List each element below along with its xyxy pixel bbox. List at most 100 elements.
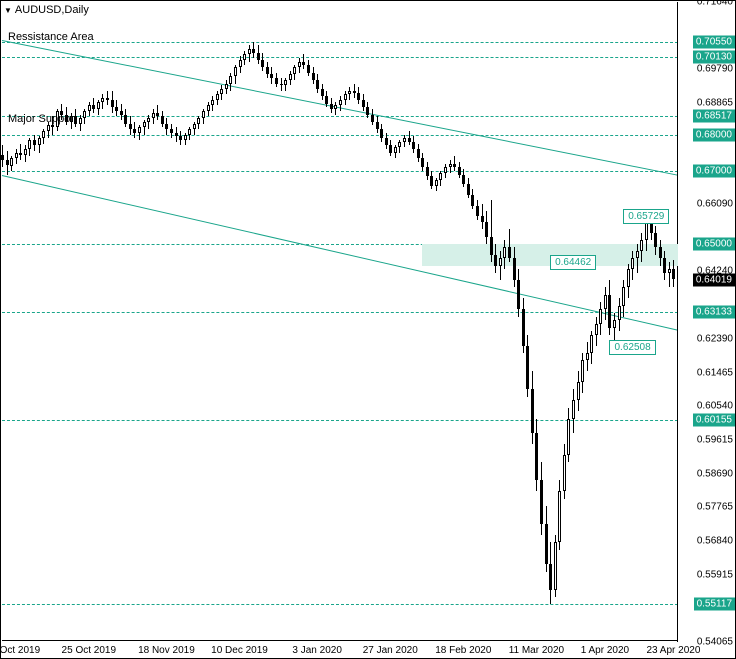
candle-body bbox=[549, 564, 552, 589]
candle-body bbox=[316, 80, 319, 89]
candle-body bbox=[115, 107, 118, 111]
candle-body bbox=[385, 138, 388, 145]
plot-area[interactable]: 0.644620.657290.62508Ressistance AreaMaj… bbox=[2, 2, 678, 642]
y-axis: 0.716400.697900.688650.670000.660900.642… bbox=[677, 2, 735, 642]
candle-body bbox=[412, 142, 415, 149]
candle-body bbox=[325, 96, 328, 103]
candle-body bbox=[229, 76, 232, 83]
candle-body bbox=[403, 138, 406, 142]
candle-body bbox=[426, 167, 429, 176]
candle-body bbox=[389, 145, 392, 152]
candle-body bbox=[330, 104, 333, 109]
price-callout: 0.65729 bbox=[623, 209, 669, 224]
y-tick: 0.58690 bbox=[697, 468, 733, 479]
candle-body bbox=[531, 389, 534, 433]
candle-body bbox=[28, 140, 31, 149]
candle-body bbox=[197, 118, 200, 123]
candle-body bbox=[111, 100, 114, 107]
candle-body bbox=[362, 100, 365, 107]
candle-body bbox=[33, 140, 36, 145]
horizontal-level bbox=[2, 420, 678, 421]
candle-body bbox=[106, 98, 109, 100]
y-tick: 0.62390 bbox=[697, 333, 733, 344]
candle-body bbox=[631, 258, 634, 269]
candle-body bbox=[453, 164, 456, 168]
candle-wick bbox=[614, 313, 615, 342]
candle-body bbox=[152, 113, 155, 118]
candle-body bbox=[672, 269, 675, 279]
candle-body bbox=[193, 124, 196, 129]
candle-body bbox=[302, 62, 305, 66]
current-price-label: 0.64019 bbox=[693, 273, 735, 286]
y-tick: 0.59615 bbox=[697, 434, 733, 445]
candle-body bbox=[554, 542, 557, 589]
candle-body bbox=[248, 49, 251, 54]
y-tick: 0.60540 bbox=[697, 401, 733, 412]
candle-body bbox=[6, 160, 9, 165]
y-tick: 0.55915 bbox=[697, 569, 733, 580]
candle-body bbox=[577, 382, 580, 400]
x-tick: 18 Feb 2020 bbox=[435, 645, 491, 656]
candle-body bbox=[120, 111, 123, 115]
candle-body bbox=[522, 309, 525, 345]
candle-body bbox=[225, 84, 228, 89]
candle-body bbox=[627, 269, 630, 287]
candle-body bbox=[83, 111, 86, 118]
candle-body bbox=[42, 131, 45, 138]
price-level-label: 0.63133 bbox=[693, 305, 735, 318]
y-tick: 0.57765 bbox=[697, 502, 733, 513]
candle-body bbox=[599, 309, 602, 324]
y-tick: 0.68865 bbox=[697, 98, 733, 109]
candle-body bbox=[668, 269, 671, 273]
x-tick: 18 Nov 2019 bbox=[138, 645, 195, 656]
candle-body bbox=[175, 133, 178, 137]
candle-wick bbox=[102, 94, 103, 109]
candle-body bbox=[133, 129, 136, 133]
candle-body bbox=[421, 158, 424, 167]
candle-body bbox=[51, 125, 54, 127]
candle-body bbox=[92, 105, 95, 109]
candle-body bbox=[608, 295, 611, 328]
candle-body bbox=[595, 324, 598, 335]
candle-body bbox=[357, 93, 360, 100]
candle-body bbox=[312, 73, 315, 80]
major-support-label: Major Support bbox=[8, 113, 77, 125]
candle-body bbox=[184, 135, 187, 140]
candle-body bbox=[604, 295, 607, 310]
candle-body bbox=[654, 233, 657, 248]
candle-body bbox=[266, 67, 269, 74]
candle-body bbox=[366, 107, 369, 114]
price-level-label: 0.55117 bbox=[694, 597, 735, 610]
price-level-label: 0.68000 bbox=[693, 128, 735, 141]
candle-body bbox=[293, 67, 296, 74]
y-tick: 0.56840 bbox=[697, 535, 733, 546]
candle-body bbox=[101, 98, 104, 102]
candle-body bbox=[490, 237, 493, 255]
x-tick: 11 Mar 2020 bbox=[509, 645, 564, 656]
candle-body bbox=[10, 158, 13, 165]
candle-body bbox=[270, 74, 273, 78]
horizontal-level bbox=[2, 116, 678, 117]
chart-container: 0.644620.657290.62508Ressistance AreaMaj… bbox=[0, 0, 736, 659]
candle-body bbox=[220, 89, 223, 94]
candle-body bbox=[353, 91, 356, 93]
price-level-label: 0.68517 bbox=[693, 109, 735, 122]
candle-body bbox=[216, 94, 219, 99]
chart-title: AUDUSD,Daily bbox=[4, 4, 89, 16]
candle-body bbox=[618, 306, 621, 321]
candle-body bbox=[47, 125, 50, 130]
candle-body bbox=[334, 105, 337, 109]
candle-body bbox=[280, 84, 283, 86]
candle-body bbox=[435, 180, 438, 185]
candle-body bbox=[261, 60, 264, 67]
y-tick: 0.69790 bbox=[697, 64, 733, 75]
candle-body bbox=[590, 335, 593, 353]
x-tick: 23 Apr 2020 bbox=[646, 645, 700, 656]
candle-body bbox=[449, 164, 452, 168]
candle-body bbox=[124, 115, 127, 124]
horizontal-level bbox=[2, 171, 678, 172]
x-tick: 27 Jan 2020 bbox=[363, 645, 418, 656]
candle-body bbox=[636, 251, 639, 258]
candle-body bbox=[207, 105, 210, 110]
x-tick: 10 Dec 2019 bbox=[211, 645, 268, 656]
